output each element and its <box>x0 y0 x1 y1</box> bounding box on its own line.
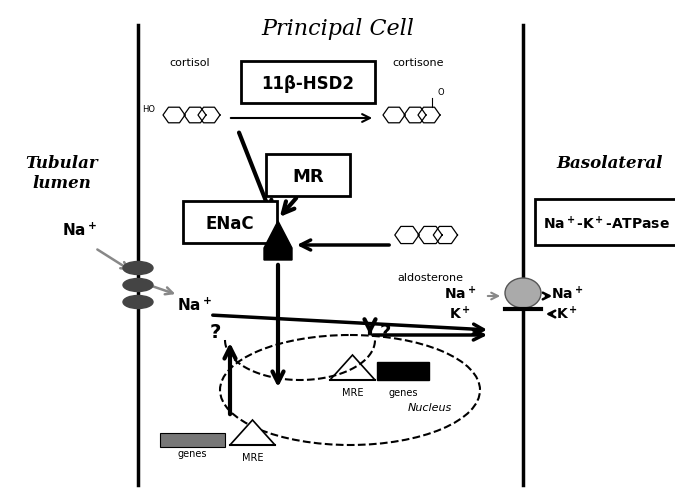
Text: $\mathbf{Na^+}$: $\mathbf{Na^+}$ <box>551 285 583 303</box>
Text: $\mathbf{K^+}$: $\mathbf{K^+}$ <box>556 306 578 323</box>
Text: cortisol: cortisol <box>169 58 211 68</box>
Text: MRE: MRE <box>342 388 363 398</box>
Text: aldosterone: aldosterone <box>397 273 463 283</box>
FancyBboxPatch shape <box>183 201 277 243</box>
Text: genes: genes <box>178 449 207 459</box>
Bar <box>377 362 429 380</box>
Text: O: O <box>437 88 443 97</box>
Ellipse shape <box>123 261 153 274</box>
Text: Basolateral: Basolateral <box>557 155 664 172</box>
Ellipse shape <box>123 296 153 309</box>
FancyBboxPatch shape <box>535 199 675 245</box>
Bar <box>160 433 225 447</box>
Polygon shape <box>230 420 275 445</box>
Polygon shape <box>330 355 375 380</box>
Ellipse shape <box>505 278 541 308</box>
Text: $\mathbf{Na^+}$: $\mathbf{Na^+}$ <box>63 221 97 239</box>
Text: Nucleus: Nucleus <box>408 403 452 413</box>
Polygon shape <box>264 221 292 260</box>
Text: $\mathbf{Na^+}$: $\mathbf{Na^+}$ <box>178 296 213 313</box>
Text: MR: MR <box>292 168 324 186</box>
Text: cortisone: cortisone <box>392 58 443 68</box>
Text: ?: ? <box>209 322 221 342</box>
FancyBboxPatch shape <box>266 154 350 196</box>
Text: Tubular
lumen: Tubular lumen <box>26 155 99 191</box>
Text: HO: HO <box>142 105 155 114</box>
Text: genes: genes <box>388 388 418 398</box>
Text: $\mathbf{Na^+}$-$\mathbf{K^+}$-ATPase: $\mathbf{Na^+}$-$\mathbf{K^+}$-ATPase <box>543 215 670 233</box>
Ellipse shape <box>123 278 153 292</box>
Text: ?: ? <box>379 322 391 342</box>
FancyBboxPatch shape <box>241 61 375 103</box>
Text: $\mathbf{K^+}$: $\mathbf{K^+}$ <box>449 306 471 323</box>
Text: Principal Cell: Principal Cell <box>261 18 414 40</box>
Text: $\mathbf{Na^+}$: $\mathbf{Na^+}$ <box>444 285 476 303</box>
Text: ENaC: ENaC <box>206 215 254 233</box>
Text: 11β-HSD2: 11β-HSD2 <box>261 75 354 93</box>
Text: MRE: MRE <box>242 453 263 463</box>
